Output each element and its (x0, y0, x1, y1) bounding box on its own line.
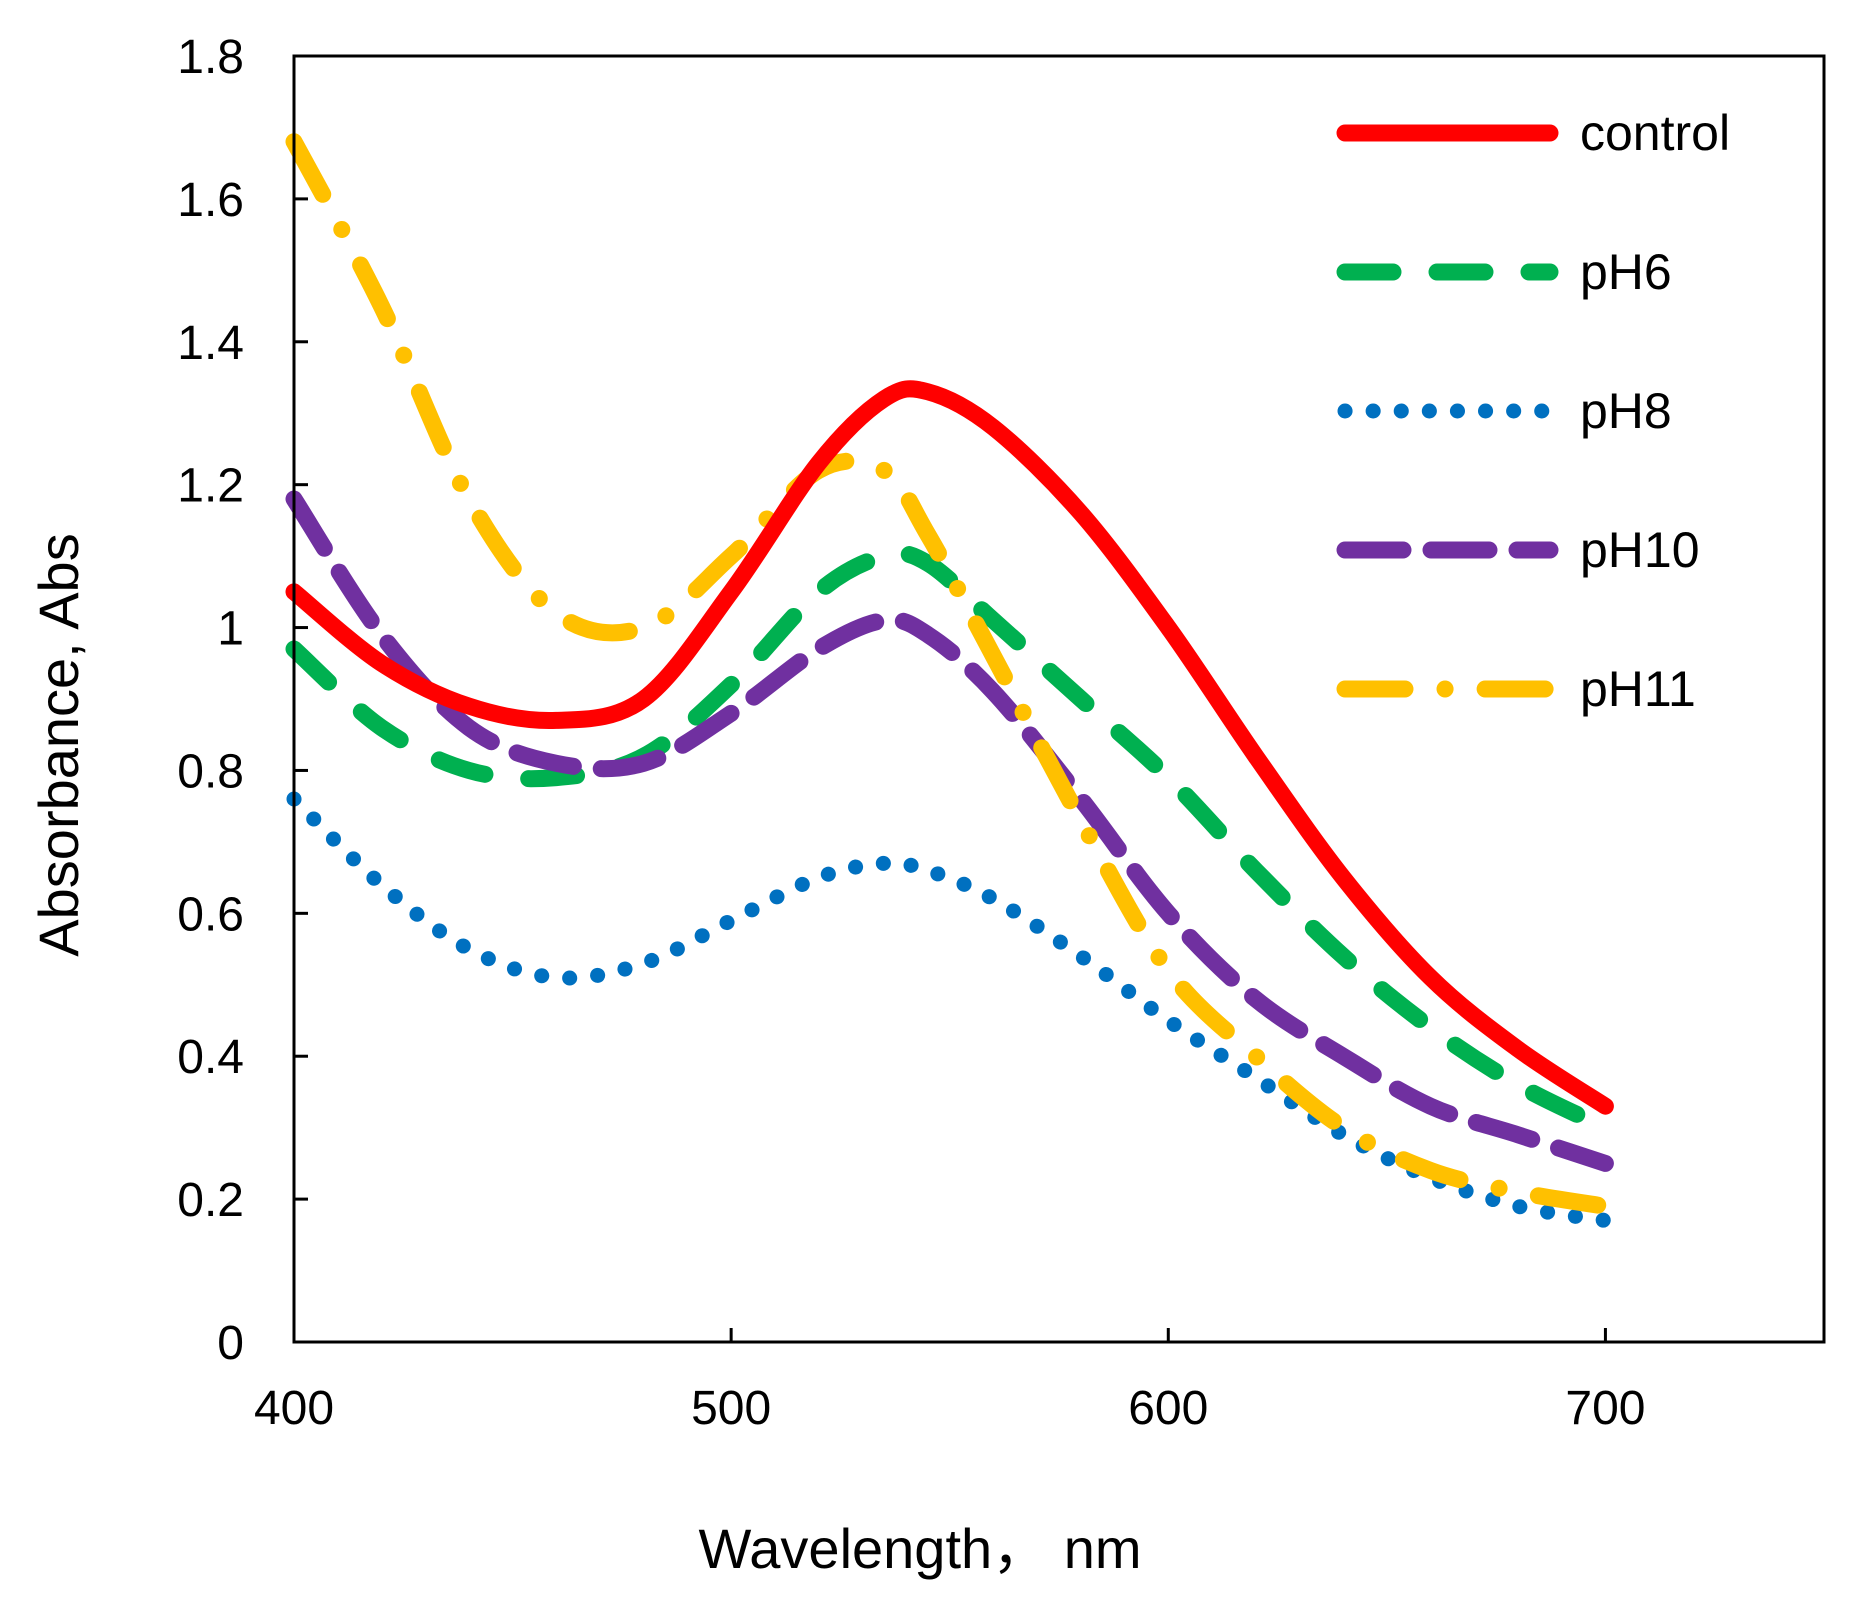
series-line-pH11 (285, 133, 1614, 1215)
series-line-pH6 (285, 544, 1614, 1137)
legend-label-control: control (1580, 105, 1730, 161)
y-tick-label: 0.4 (177, 1031, 244, 1084)
y-tick-label: 1.6 (177, 174, 244, 227)
legend: control pH6 pH8 pH10 pH11 (1336, 105, 1730, 717)
x-axis-title: Wavelength， nm (699, 1517, 1142, 1580)
y-tick-label: 1.4 (177, 317, 244, 370)
series-line-control (285, 380, 1614, 1115)
y-axis-title: Absorbance, Abs (27, 533, 90, 956)
series-line-pH10 (285, 490, 1614, 1172)
series-layer (285, 133, 1614, 1228)
legend-label-pH6: pH6 (1580, 244, 1672, 300)
x-tick-label: 700 (1565, 1382, 1645, 1435)
legend-label-pH10: pH10 (1580, 522, 1700, 578)
plot-frame (292, 54, 1826, 1344)
y-tick-label: 1.2 (177, 460, 244, 513)
x-tick-label: 500 (691, 1382, 771, 1435)
y-tick-label: 0.2 (177, 1174, 244, 1227)
ticks-layer: 0 0.2 0.4 0.6 0.8 1 1.2 1.4 1.6 1.8 400 500 600 700 (177, 31, 1645, 1435)
x-tick-label: 400 (254, 1382, 334, 1435)
x-tick-label: 600 (1128, 1382, 1208, 1435)
y-tick-label: 0.6 (177, 888, 244, 941)
y-tick-label: 0 (217, 1317, 244, 1370)
legend-label-pH11: pH11 (1580, 661, 1696, 717)
y-tick-label: 1 (217, 603, 244, 656)
y-tick-label: 1.8 (177, 31, 244, 84)
legend-label-pH8: pH8 (1580, 383, 1672, 439)
y-tick-label: 0.8 (177, 745, 244, 798)
